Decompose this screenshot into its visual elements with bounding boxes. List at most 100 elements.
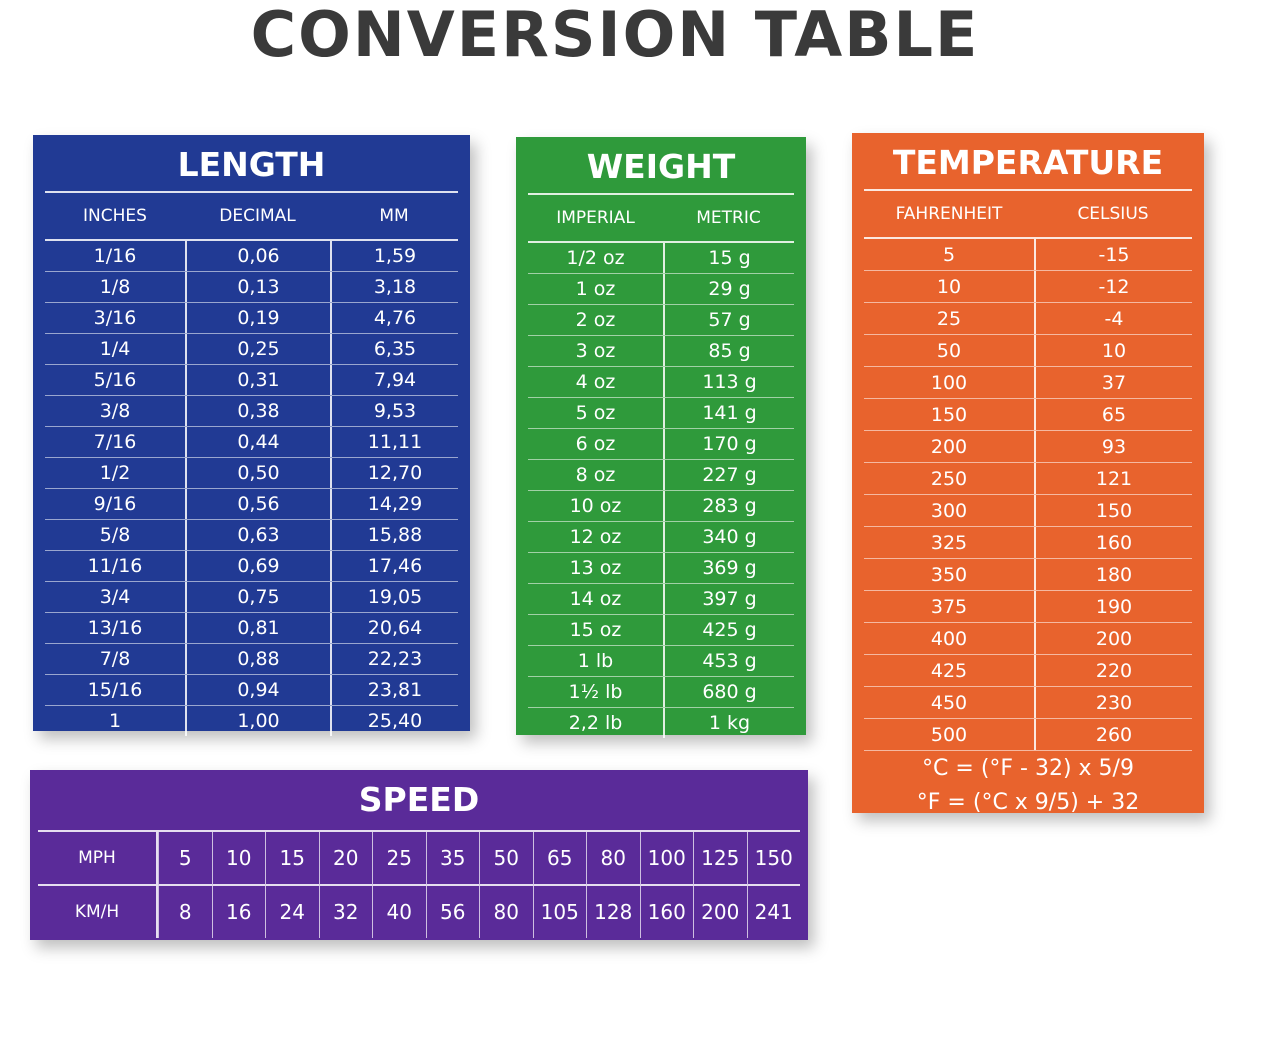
column-header: MM [379,206,409,226]
table-cell: 340 g [663,522,794,552]
table-cell: 325 [930,531,968,554]
temperature-panel: TEMPERATURE FAHRENHEIT CELSIUS 5 -15 10 -12 25… [852,133,1204,815]
table-row: 350 180 [864,559,1192,591]
table-row: 300 150 [864,495,1192,527]
table-cell: 9/16 [93,493,137,515]
table-cell: 0,94 [185,675,330,705]
table-cell: 3/16 [93,307,137,329]
table-cell: 3,18 [330,272,458,302]
table-cell: 85 g [663,336,794,366]
table-row: 3/4 0,75 19,05 [45,582,458,613]
table-cell: 14,29 [330,489,458,519]
table-cell: 8 oz [575,464,616,486]
table-row: 450 230 [864,687,1192,719]
table-cell: 200 [930,435,968,458]
table-cell: 0,63 [185,520,330,550]
table-cell: 13 oz [569,557,622,579]
table-cell: 8 [158,886,212,938]
table-cell: 25 [936,307,962,330]
table-cell: 2,2 lb [568,712,623,734]
table-row: 10 oz 283 g [528,491,794,522]
table-cell: 2 oz [575,309,616,331]
table-cell: 0,69 [185,551,330,581]
table-cell: 1,00 [185,706,330,736]
table-row: 1/4 0,25 6,35 [45,334,458,365]
table-row: 3/8 0,38 9,53 [45,396,458,427]
table-row: 3 oz 85 g [528,336,794,367]
table-row: 425 220 [864,655,1192,687]
table-row: 1/8 0,13 3,18 [45,272,458,303]
header-row: FAHRENHEIT CELSIUS [864,191,1192,239]
table-cell: 3/4 [99,586,131,608]
panel-title: WEIGHT [528,137,794,195]
table-cell: 13/16 [87,617,143,639]
table-cell: 5 [942,243,956,266]
table-cell: 300 [930,499,968,522]
table-cell: 1½ lb [568,681,623,703]
speed-grid: MPH 5 10 15 20 25 35 50 65 80 100 125 150 KM/H 8 16 24 32… [38,830,800,938]
table-cell: 12,70 [330,458,458,488]
table-cell: 241 [746,886,801,938]
table-cell: 10 [1034,335,1192,366]
table-cell: 220 [1034,655,1192,686]
table-cell: 65 [532,832,586,886]
table-row: 100 37 [864,367,1192,399]
table-cell: 50 [936,339,962,362]
table-row: 3/16 0,19 4,76 [45,303,458,334]
table-row: 2 oz 57 g [528,305,794,336]
table-cell: 1 [108,710,122,732]
table-cell: 180 [1034,559,1192,590]
table-cell: 5 [158,832,212,886]
column-header: CELSIUS [1077,204,1149,224]
table-cell: 160 [639,886,694,938]
table-cell: 25,40 [330,706,458,736]
table-cell: 0,81 [185,613,330,643]
table-cell: 0,44 [185,427,330,457]
table-cell: 100 [930,371,968,394]
table-cell: -15 [1034,239,1192,270]
table-cell: 80 [479,886,533,938]
table-cell: 50 [479,832,533,886]
formula: °C = (°F - 32) x 5/9 [922,756,1134,781]
table-cell: 0,38 [185,396,330,426]
panel-title: TEMPERATURE [864,133,1192,191]
column-header: FAHRENHEIT [895,204,1003,224]
table-cell: 20,64 [330,613,458,643]
table-cell: -4 [1034,303,1192,334]
table-cell: 375 [930,595,968,618]
table-cell: 1 oz [575,278,616,300]
table-cell: 500 [930,723,968,746]
table-cell: 1,59 [330,241,458,271]
table-cell: 100 [639,832,693,886]
table-cell: 20 [318,832,372,886]
table-cell: 3/8 [99,400,131,422]
table-row: 13/16 0,81 20,64 [45,613,458,644]
table-row: 1/16 0,06 1,59 [45,241,458,272]
table-row: 15 oz 425 g [528,615,794,646]
table-cell: 1 lb [577,650,614,672]
table-cell: 9,53 [330,396,458,426]
table-cell: 0,75 [185,582,330,612]
table-cell: 37 [1034,367,1192,398]
table-cell: 150 [1034,495,1192,526]
table-cell: 3 oz [575,340,616,362]
table-row: 1/2 oz 15 g [528,243,794,274]
table-row: 13 oz 369 g [528,553,794,584]
table-cell: 150 [930,403,968,426]
table-row: 375 190 [864,591,1192,623]
table-row: 250 121 [864,463,1192,495]
table-row: 1/2 0,50 12,70 [45,458,458,489]
table-cell: 29 g [663,274,794,304]
table-cell: 10 oz [569,495,622,517]
table-cell: 15/16 [87,679,143,701]
table-cell: 15 [265,832,319,886]
table-cell: 11,11 [330,427,458,457]
table-cell: 200 [693,886,747,938]
table-cell: 0,31 [185,365,330,395]
table-cell: 65 [1034,399,1192,430]
table-row: 1 oz 29 g [528,274,794,305]
table-row: 1 lb 453 g [528,646,794,677]
table-cell: 5/8 [99,524,131,546]
length-panel: LENGTH INCHES DECIMAL MM 1/16 0,06 1,59 1/8 0,1… [33,135,470,736]
